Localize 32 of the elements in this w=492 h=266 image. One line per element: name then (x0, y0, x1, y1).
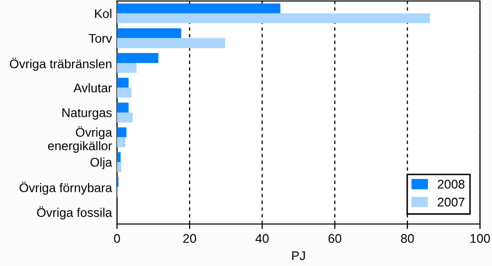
legend-label: 2007 (438, 198, 464, 207)
bar (117, 162, 122, 172)
y-tick-label: Olja (90, 158, 112, 170)
y-tick-label: Övriga förnybara (20, 182, 112, 195)
bar (117, 62, 137, 73)
bar (117, 88, 132, 98)
x-tick-label: 80 (400, 234, 414, 243)
y-tick-label: Övriga fossila (37, 206, 112, 220)
bar (117, 78, 129, 88)
y-tick-label: Naturgas (62, 108, 112, 120)
bar (117, 3, 280, 14)
x-tick-label: 0 (114, 234, 120, 243)
bar (117, 127, 126, 138)
y-tick-label: Övriga energikällor (48, 126, 112, 153)
bar (117, 53, 158, 63)
x-tick-label: 40 (256, 234, 269, 243)
x-axis-title: PJ (292, 251, 305, 260)
y-tick-label: Avlutar (73, 83, 112, 92)
x-tick-label: 20 (183, 234, 196, 243)
bar (117, 137, 126, 148)
bar (117, 152, 121, 162)
x-tick-label: 100 (470, 234, 490, 243)
bar (117, 102, 129, 112)
bar (117, 13, 430, 24)
y-tick-label: Torv (88, 34, 112, 43)
y-tick-label: Övriga träbränslen (10, 58, 112, 71)
y-tick-label: Kol (95, 8, 112, 18)
x-tick-label: 60 (328, 234, 342, 243)
bar (117, 38, 226, 48)
legend-label: 2008 (438, 180, 464, 189)
bar (117, 112, 133, 122)
bar (117, 28, 182, 38)
